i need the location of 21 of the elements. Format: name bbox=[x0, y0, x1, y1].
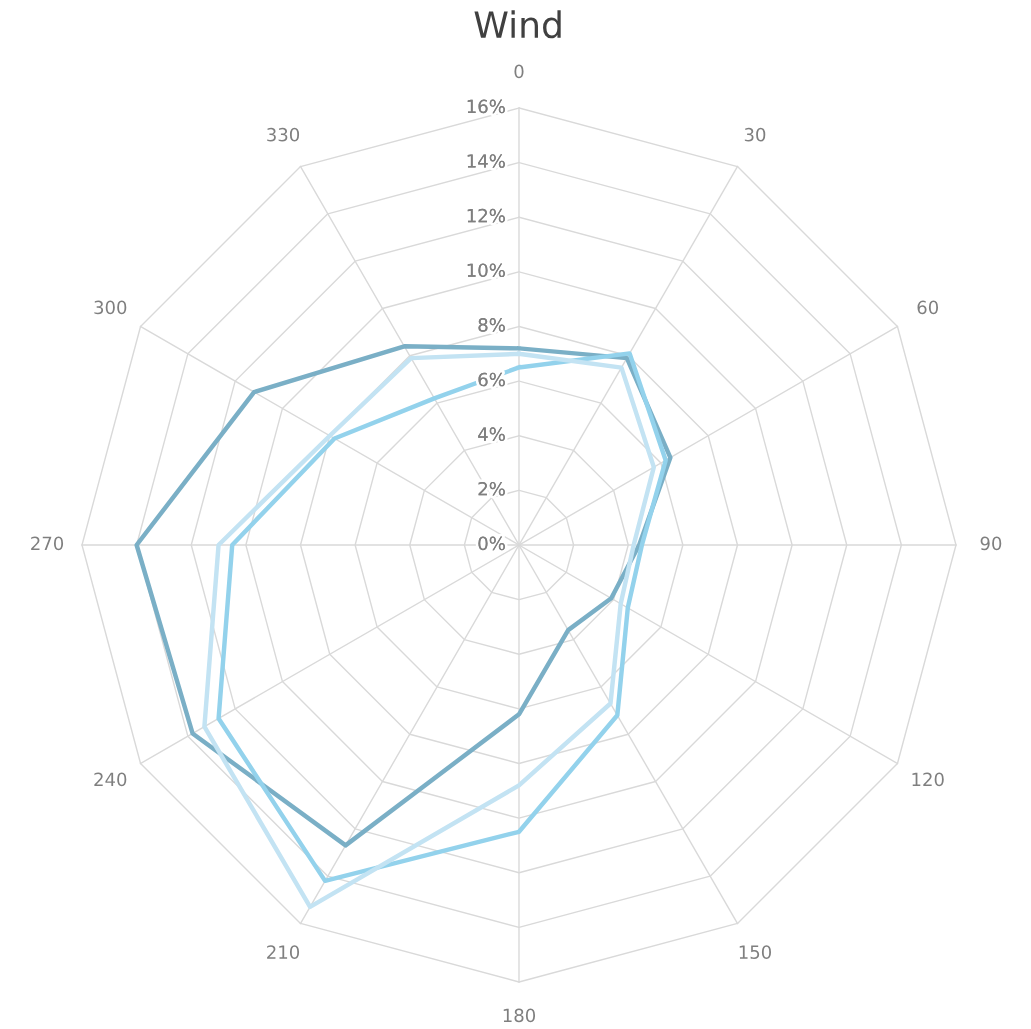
y-tick-label: 4% bbox=[478, 427, 505, 441]
spoke-label: 180 bbox=[503, 1008, 536, 1023]
y-tick-label: 2% bbox=[478, 481, 505, 496]
y-tick-label: 14% bbox=[467, 154, 505, 168]
y-tick-label: 8% bbox=[478, 318, 505, 332]
spoke-label: 240 bbox=[94, 772, 127, 787]
spoke-label: 60 bbox=[917, 300, 939, 315]
spoke-label: 0 bbox=[514, 64, 524, 79]
y-tick-label: 12% bbox=[467, 208, 505, 223]
spoke-label: 210 bbox=[267, 945, 300, 959]
spoke-label: 90 bbox=[980, 536, 1002, 551]
spoke-label: 30 bbox=[744, 127, 766, 142]
spoke-label: 120 bbox=[912, 772, 944, 787]
chart-title: Wind bbox=[474, 10, 561, 39]
y-tick-label: 0% bbox=[478, 536, 505, 551]
spoke-label: 270 bbox=[31, 536, 64, 551]
spoke-label: 330 bbox=[267, 127, 300, 142]
spoke-label: 300 bbox=[94, 300, 127, 315]
y-tick-label: 10% bbox=[467, 263, 505, 278]
spoke-label: 150 bbox=[739, 945, 772, 959]
y-tick-label: 16% bbox=[467, 99, 505, 114]
